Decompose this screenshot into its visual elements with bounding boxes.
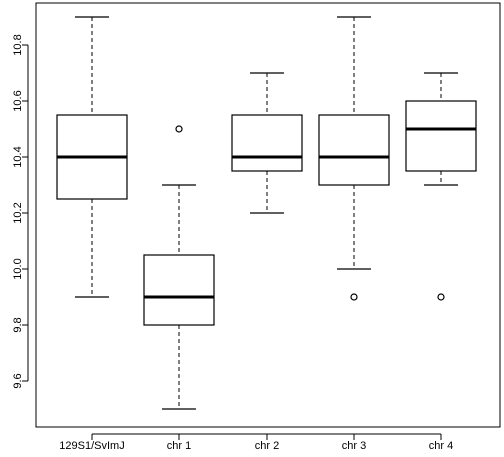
- y-tick-label: 9.8: [12, 317, 24, 332]
- x-tick-label: chr 4: [429, 440, 453, 452]
- iqr-box: [231, 114, 303, 172]
- outlier-point: [350, 293, 358, 301]
- y-tick-label: 10.4: [12, 146, 24, 167]
- box-group-2: [143, 125, 215, 410]
- box-group-4: [318, 16, 390, 301]
- plot-frame: [35, 2, 501, 428]
- outlier-point: [175, 125, 183, 133]
- iqr-box: [143, 254, 215, 326]
- box-group-5: [405, 72, 477, 301]
- y-tick-label: 10.2: [12, 202, 24, 223]
- x-tick-label: chr 2: [255, 440, 279, 452]
- y-tick-label: 9.6: [12, 373, 24, 388]
- iqr-box: [405, 100, 477, 172]
- y-tick-label: 10.8: [12, 34, 24, 55]
- y-tick-label: 10.0: [12, 258, 24, 279]
- box-group-1: [56, 16, 128, 298]
- iqr-box: [318, 114, 390, 186]
- box-group-3: [231, 72, 303, 214]
- x-tick-label: chr 3: [342, 440, 366, 452]
- y-axis: 9.6 9.8 10.0 10.2 10.4 10.6 10.8: [12, 34, 29, 389]
- x-tick-label: 129S1/SvImJ: [59, 440, 124, 452]
- y-tick-label: 10.6: [12, 90, 24, 111]
- outlier-point: [437, 293, 445, 301]
- boxes: [56, 16, 477, 410]
- x-tick-label: chr 1: [167, 440, 191, 452]
- x-axis: 129S1/SvImJ chr 1 chr 2 chr 3 chr 4: [59, 433, 453, 452]
